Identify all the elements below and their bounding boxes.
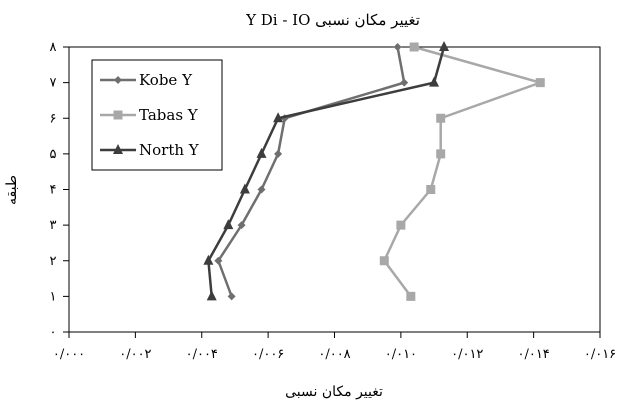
data-point [400,78,409,87]
data-point [396,220,406,230]
legend-label: Tabas Y [139,106,199,124]
legend-label: North Y [139,141,200,159]
series-triangle [203,41,450,301]
data-point [406,291,416,301]
data-point [274,149,283,158]
legend-entries: Kobe Y Tabas Y North Y [100,71,200,159]
y-tick-label: ۴ [50,183,57,198]
legend-swatch-marker [114,76,122,84]
data-point [257,185,266,194]
y-tick-label: ۶ [50,111,57,126]
data-point [409,42,419,52]
legend-entry: Tabas Y [100,106,199,124]
x-tick-label: ۰/۰۰۴ [186,347,218,362]
data-point [239,183,250,194]
legend-swatch-marker [113,110,123,120]
data-point [535,78,545,88]
x-tick-label: ۰/۰۰۸ [318,347,350,362]
data-point [223,219,234,230]
data-point [393,43,402,51]
data-point [273,112,284,123]
data-point [436,149,446,159]
y-tick-label: ۲ [50,254,57,269]
data-point [256,147,267,158]
y-tick-label: ۳ [50,218,57,233]
chart-title: تغییر مکان نسبی Y Di - IO [245,11,420,29]
legend: Kobe Y Tabas Y North Y [91,59,223,171]
x-tick-label: ۰/۰۱۴ [517,347,549,362]
data-point [206,290,217,301]
x-tick-label: ۰/۰۱۰ [385,347,417,362]
y-tick-label: ۵ [50,147,57,162]
y-tick-label: ۸ [50,40,57,55]
x-tick-label: ۰/۰۱۲ [451,347,483,362]
x-tick-label: ۰/۰۱۶ [584,347,616,362]
series-diamond [214,43,409,301]
legend-entry: North Y [100,141,200,159]
legend-entry: Kobe Y [100,71,193,89]
series-line [217,46,406,297]
x-axis-title: تغییر مکان نسبی [285,384,383,400]
series-layer [203,41,545,301]
data-point [227,292,236,301]
series-line [383,45,542,298]
data-point [436,113,446,123]
data-point [379,256,389,266]
data-point [214,256,223,265]
x-axis-ticks: ۰/۰۰۰ ۰/۰۰۲ ۰/۰۰۴ ۰/۰۰۶ ۰/۰۰۸ ۰/۰۱۰ ۰/۰۱۲ ۰/۰۱۴… [53,332,616,362]
data-point [429,76,440,87]
series-square [379,42,545,301]
data-point [203,254,214,265]
data-point [439,41,450,51]
y-axis-title: طبقه [4,175,20,205]
legend-label: Kobe Y [139,71,193,89]
x-tick-label: ۰/۰۰۶ [252,347,284,362]
y-tick-label: ۱ [50,289,57,304]
x-tick-label: ۰/۰۰۰ [53,347,85,362]
y-tick-label: ۷ [50,76,57,91]
x-tick-label: ۰/۰۰۲ [119,347,151,362]
data-point [237,221,246,230]
y-tick-label: ۰ [50,325,57,340]
y-axis-ticks: ۰ ۱ ۲ ۳ ۴ ۵ ۶ ۷ ۸ [50,40,69,340]
series-line [207,46,446,297]
data-point [426,185,436,194]
legend-swatch-marker [113,144,123,154]
